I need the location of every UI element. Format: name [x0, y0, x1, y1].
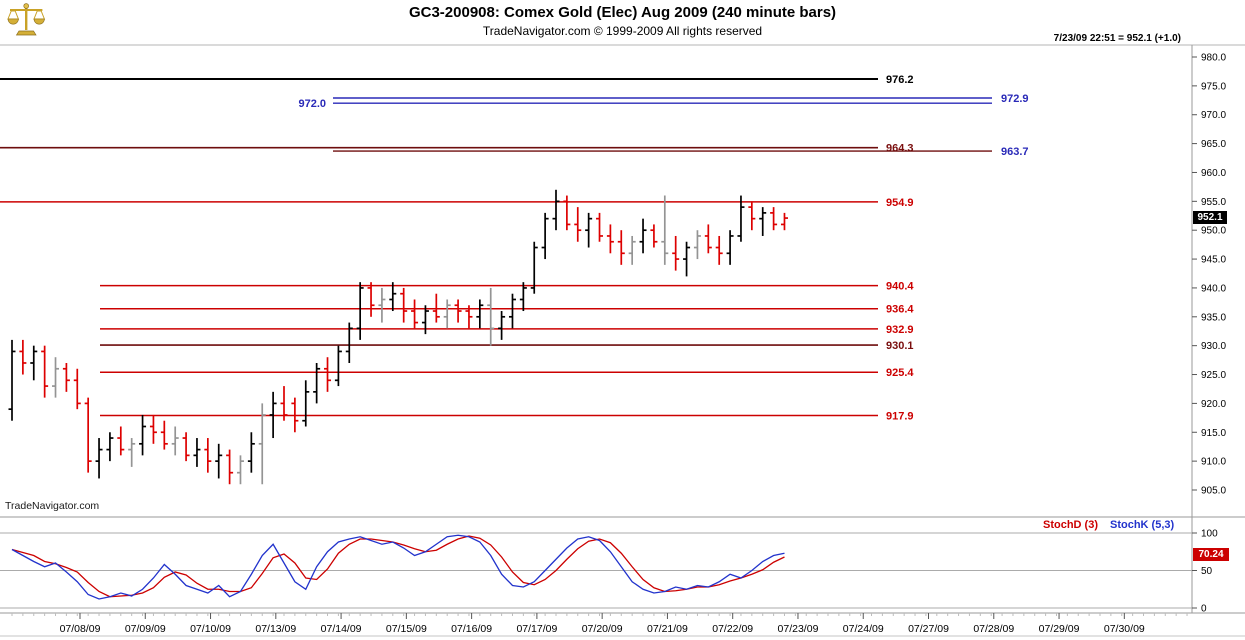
stoch-value-badge: 70.24 [1193, 548, 1229, 561]
page-title: GC3-200908: Comex Gold (Elec) Aug 2009 (… [408, 4, 837, 21]
date-axis [0, 613, 1245, 640]
stochd-legend-label: StochD (3) [1043, 519, 1098, 531]
main-price-pane[interactable] [0, 45, 1192, 517]
last-price-badge: 952.1 [1193, 211, 1227, 224]
stochastic-pane[interactable] [0, 517, 1192, 613]
logo-icon [6, 2, 46, 43]
watermark: TradeNavigator.com [5, 500, 100, 512]
quote-readout: 7/23/09 22:51 = 952.1 (+1.0) [1053, 33, 1181, 44]
price-axis [1192, 45, 1245, 613]
copyright-subtitle: TradeNavigator.com © 1999-2009 All right… [482, 24, 763, 38]
stochk-legend-label: StochK (5,3) [1110, 519, 1175, 531]
